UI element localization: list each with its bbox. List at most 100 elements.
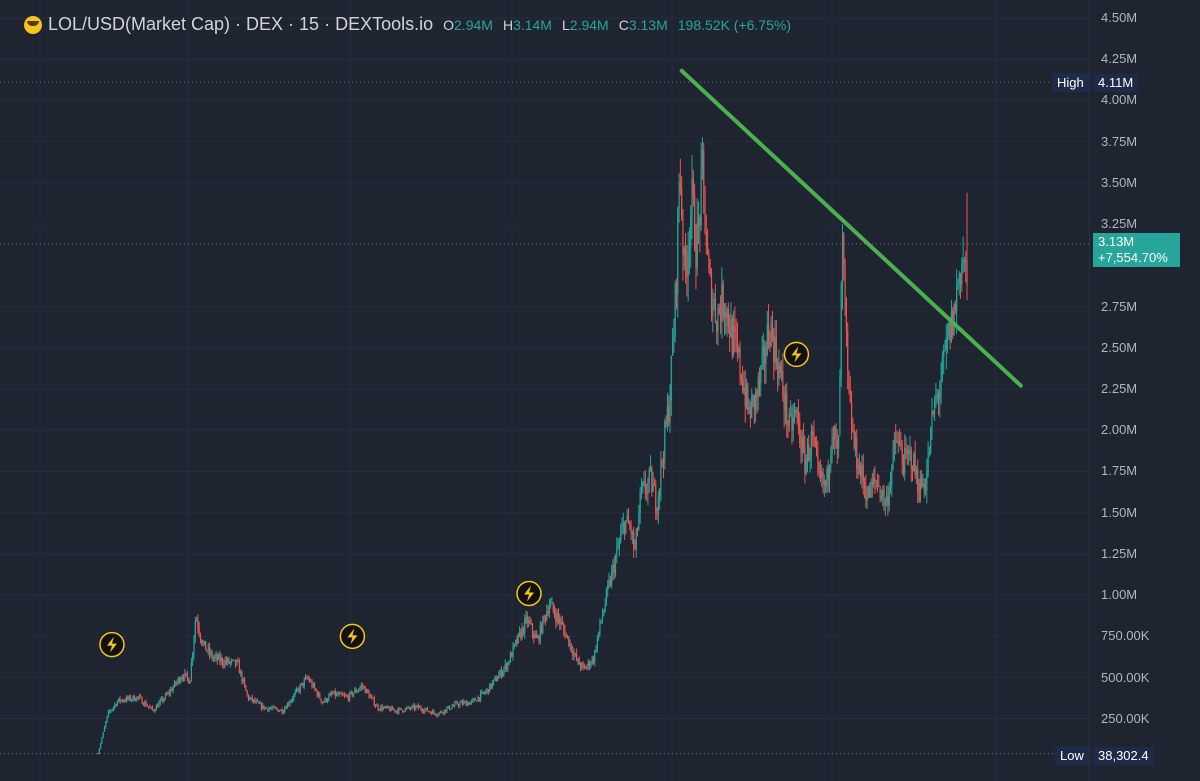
candle-body — [696, 222, 698, 268]
candle-body — [368, 692, 370, 698]
price-chart[interactable] — [0, 0, 1089, 781]
symbol-title[interactable]: LOL/USD(Market Cap) · DEX · 15 · DEXTool… — [48, 14, 434, 34]
candle-body — [110, 710, 112, 712]
candle-body — [214, 656, 216, 659]
smiley-icon — [24, 15, 42, 34]
candle-body — [481, 691, 483, 693]
candle-body — [617, 546, 619, 548]
candle-body — [544, 616, 547, 620]
price-tick: 2.75M — [1101, 298, 1138, 314]
candle-body — [935, 397, 937, 401]
candle-body — [502, 672, 504, 676]
candle-body — [385, 706, 387, 708]
candle-body — [133, 695, 135, 701]
candle-body — [692, 178, 694, 195]
candle-body — [268, 708, 270, 711]
candle-body — [469, 702, 471, 705]
candle-body — [601, 615, 604, 621]
candle-body — [570, 643, 573, 651]
candle-body — [508, 662, 510, 664]
candle-body — [201, 639, 203, 645]
candle-body — [731, 318, 733, 355]
candle-body — [489, 683, 491, 693]
candle-body — [591, 657, 593, 664]
candle-body — [808, 443, 810, 461]
low-value: 2.94M — [569, 16, 609, 33]
candle-body — [127, 697, 129, 699]
candle-body — [609, 580, 611, 586]
candle-body — [430, 712, 432, 715]
candle-body — [675, 283, 678, 294]
candle-body — [387, 706, 390, 709]
candle-body — [578, 658, 580, 665]
candle-body — [135, 700, 137, 702]
candle-body — [908, 449, 910, 455]
candle-body — [447, 706, 449, 709]
candle-body — [695, 249, 697, 268]
candle-body — [124, 700, 126, 702]
candle-body — [691, 178, 693, 215]
candle-body — [777, 362, 779, 379]
candle-body — [411, 706, 413, 709]
candle-body — [884, 501, 886, 505]
candle-body — [694, 194, 696, 250]
candle-body — [734, 326, 736, 333]
candle-body — [722, 284, 724, 317]
candle-body — [224, 660, 226, 666]
candle-body — [154, 710, 156, 712]
candle-body — [286, 703, 288, 709]
candle-body — [585, 667, 587, 669]
candle-body — [944, 349, 946, 351]
candle-body — [343, 695, 346, 697]
candle-body — [364, 686, 366, 693]
candle-body — [359, 687, 361, 690]
candle-body — [832, 437, 835, 440]
candle-body — [732, 326, 735, 355]
candle-body — [106, 716, 108, 722]
candle-body — [948, 323, 950, 336]
candle-body — [255, 700, 257, 703]
candle-body — [308, 678, 311, 682]
candle-body — [963, 259, 966, 261]
candle-body — [939, 391, 941, 400]
candle-body — [258, 701, 260, 704]
price-axis[interactable]: 250.00K 500.00K 750.00K 1.00M 1.25M 1.50M 1.75… — [1089, 0, 1200, 781]
candle-body — [703, 149, 705, 187]
candle-body — [697, 217, 700, 223]
candle-body — [683, 248, 685, 256]
candle-body — [272, 706, 274, 709]
candle-body — [399, 708, 401, 710]
candle-body — [474, 698, 477, 701]
candle-body — [826, 468, 828, 487]
candle-body — [856, 437, 858, 470]
candle-body — [302, 682, 304, 686]
candle-body — [882, 489, 884, 497]
candle-body — [661, 461, 663, 463]
candle-body — [238, 661, 240, 674]
candle-body — [354, 689, 356, 694]
candle-body — [145, 701, 147, 706]
candle-body — [719, 312, 722, 323]
candle-body — [382, 707, 384, 710]
candle-body — [838, 435, 840, 449]
candle-body — [616, 547, 618, 558]
candle-body — [415, 706, 417, 710]
candle-body — [924, 490, 927, 492]
candle-body — [773, 336, 775, 363]
candle-body — [788, 413, 790, 426]
candle-body — [721, 284, 723, 323]
candle-body — [495, 677, 497, 682]
candle-body — [598, 631, 600, 639]
candle-body — [269, 708, 272, 710]
candle-body — [652, 484, 654, 492]
candle-body — [953, 303, 955, 336]
candle-body — [232, 659, 234, 661]
candle-body — [520, 631, 522, 639]
candle-body — [487, 689, 490, 693]
candle-body — [588, 661, 591, 667]
candle-body — [911, 468, 914, 472]
candle-body — [804, 447, 806, 474]
candle-body — [486, 689, 488, 692]
candle-body — [271, 708, 273, 710]
candle-body — [404, 708, 406, 712]
